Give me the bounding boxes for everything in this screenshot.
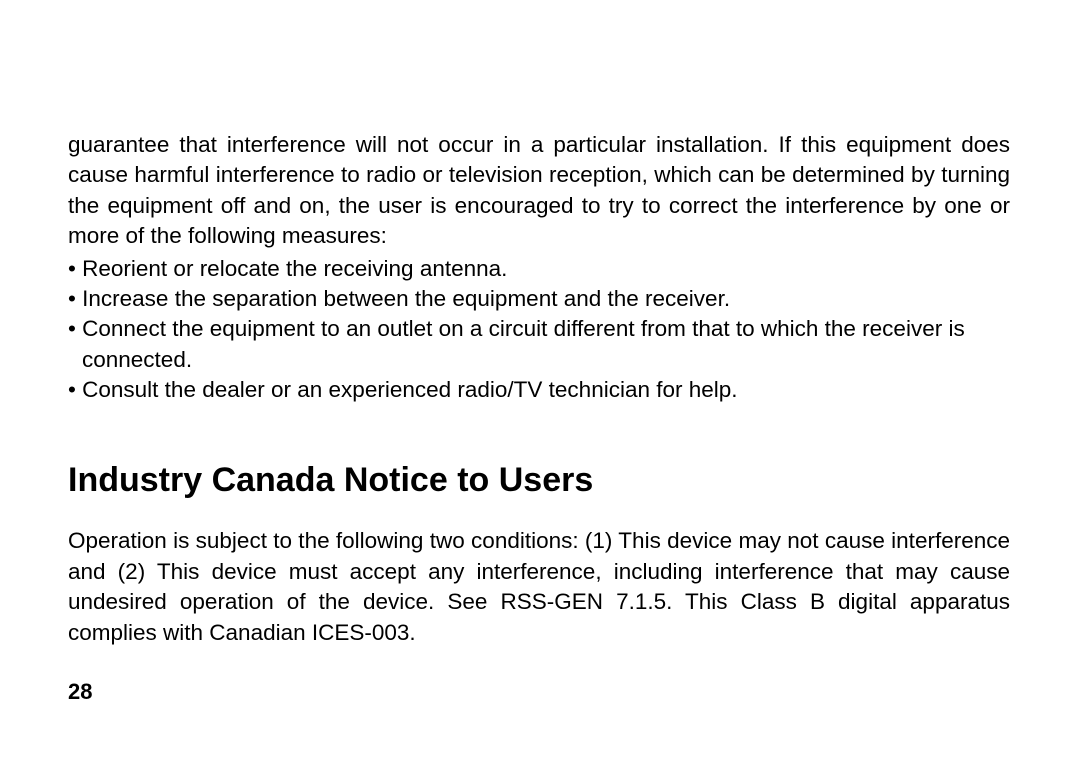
intro-paragraph: guarantee that interference will not occ… [68,130,1010,252]
list-item: Increase the separation between the equi… [68,284,1010,314]
page-number: 28 [68,679,92,705]
list-item: Consult the dealer or an experienced rad… [68,375,1010,405]
list-item: Connect the equipment to an outlet on a … [68,314,1010,375]
section-heading: Industry Canada Notice to Users [68,461,1010,500]
ic-paragraph: Operation is subject to the following tw… [68,526,1010,648]
document-page: guarantee that interference will not occ… [0,0,1080,761]
measures-list: Reorient or relocate the receiving anten… [68,254,1010,406]
list-item: Reorient or relocate the receiving anten… [68,254,1010,284]
